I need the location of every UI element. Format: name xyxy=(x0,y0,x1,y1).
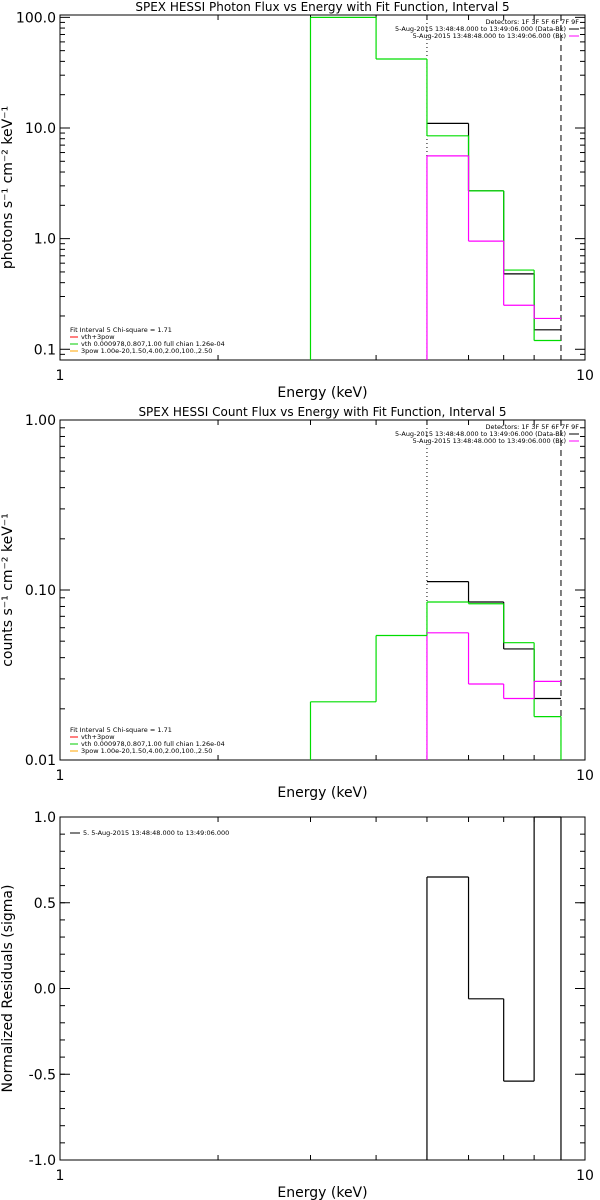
count-series-bk xyxy=(426,632,561,700)
photon-series-fit xyxy=(310,16,561,342)
count-fit-legend-line: Fit Interval 5 Chi-square = 1.71 xyxy=(70,726,172,734)
photon-fit-legend-line: vth 0.000978,0.807,1.00 full chian 1.26e… xyxy=(81,340,225,348)
photon-fit-legend-line: 3pow 1.00e-20,1.50,4.00,2.00,100.,2.50 xyxy=(81,347,212,355)
count-info-line: 5-Aug-2015 13:48:48.000 to 13:49:06.000 … xyxy=(413,437,566,445)
resid-legend-label: 5. 5-Aug-2015 13:48:48.000 to 13:49:06.0… xyxy=(83,829,229,837)
resid-x-axis-label: Energy (keV) xyxy=(277,1185,367,1200)
photon-plot-frame xyxy=(59,14,586,361)
count-fit-legend: Fit Interval 5 Chi-square = 1.71vth+3pow… xyxy=(70,726,225,755)
count-x-tick-label: 10 xyxy=(576,768,594,784)
count-x-axis-label: Energy (keV) xyxy=(277,785,367,801)
photon-series-data-bk xyxy=(426,122,561,331)
count-panel: 1 10 0.01 0.10 1.00 SPEX HESSI Count Flux vs … xyxy=(0,405,594,801)
resid-x-tick-label: 10 xyxy=(576,1168,594,1184)
resid-y-tick-label: 0.5 xyxy=(34,896,56,912)
resid-panel: 1 10 -1.0 -0.5 0.0 0.5 1.0 Energy (keV) Normaliz… xyxy=(0,810,594,1200)
count-y-axis-label: counts s⁻¹ cm⁻² keV⁻¹ xyxy=(0,513,16,667)
photon-info-line: 5-Aug-2015 13:48:48.000 to 13:49:06.000 … xyxy=(413,32,566,40)
photon-y-tick-label: 0.1 xyxy=(34,342,56,358)
photon-series-bk xyxy=(426,155,561,320)
resid-legend: 5. 5-Aug-2015 13:48:48.000 to 13:49:06.0… xyxy=(70,829,229,837)
resid-y-tick-label: -1.0 xyxy=(29,1153,56,1169)
photon-fit-legend: Fit Interval 5 Chi-square = 1.71vth+3pow… xyxy=(70,326,225,355)
count-chart-title: SPEX HESSI Count Flux vs Energy with Fit… xyxy=(138,405,506,419)
photon-y-axis-label: photons s⁻¹ cm⁻² keV⁻¹ xyxy=(0,106,16,269)
resid-y-tick-label: 1.0 xyxy=(34,810,56,826)
count-y-tick-label: 0.10 xyxy=(25,583,56,599)
photon-info-line: 5-Aug-2015 13:48:48.000 to 13:49:06.000 … xyxy=(395,25,566,33)
count-info-line: Detectors: 1F 3F 5F 6F 7F 9F xyxy=(485,423,579,431)
count-info-line: 5-Aug-2015 13:48:48.000 to 13:49:06.000 … xyxy=(395,430,566,438)
resid-x-tick-label: 1 xyxy=(56,1168,65,1184)
count-fit-legend-line: vth+3pow xyxy=(81,733,115,741)
count-y-tick-label: 1.00 xyxy=(25,413,56,429)
photon-info-legend: Detectors: 1F 3F 5F 6F 7F 9F5-Aug-2015 1… xyxy=(395,18,579,40)
photon-x-axis-label: Energy (keV) xyxy=(277,385,367,401)
count-x-tick-label: 1 xyxy=(56,768,65,784)
resid-y-tick-label: -0.5 xyxy=(29,1067,56,1083)
resid-y-tick-label: 0.0 xyxy=(34,982,56,998)
photon-panel: 1 10 0.1 1.0 10.0 100.0 SPEX HESSI Photon Flux… xyxy=(0,0,594,401)
count-fit-legend-line: 3pow 1.00e-20,1.50,4.00,2.00,100.,2.50 xyxy=(81,747,212,755)
count-info-legend: Detectors: 1F 3F 5F 6F 7F 9F5-Aug-2015 1… xyxy=(395,423,579,445)
photon-y-tick-label: 10.0 xyxy=(25,121,56,137)
count-y-tick-label: 0.01 xyxy=(25,753,56,769)
resid-series-5-aug-2015-13-48-48-000-to-13-49-06-000 xyxy=(426,816,562,1160)
count-series-fit xyxy=(310,601,561,718)
photon-y-tick-label: 1.0 xyxy=(34,232,56,248)
photon-x-tick-label: 10 xyxy=(576,368,594,384)
photon-chart-title: SPEX HESSI Photon Flux vs Energy with Fi… xyxy=(135,0,509,14)
resid-plot-frame xyxy=(59,816,586,1161)
photon-fit-legend-line: vth+3pow xyxy=(81,333,115,341)
photon-fit-legend-line: Fit Interval 5 Chi-square = 1.71 xyxy=(70,326,172,334)
count-fit-legend-line: vth 0.000978,0.807,1.00 full chian 1.26e… xyxy=(81,740,225,748)
photon-y-tick-label: 100.0 xyxy=(16,10,56,26)
photon-x-tick-label: 1 xyxy=(56,368,65,384)
photon-info-line: Detectors: 1F 3F 5F 6F 7F 9F xyxy=(485,18,579,26)
count-plot-frame xyxy=(59,419,586,761)
resid-y-axis-label: Normalized Residuals (sigma) xyxy=(0,885,16,1093)
